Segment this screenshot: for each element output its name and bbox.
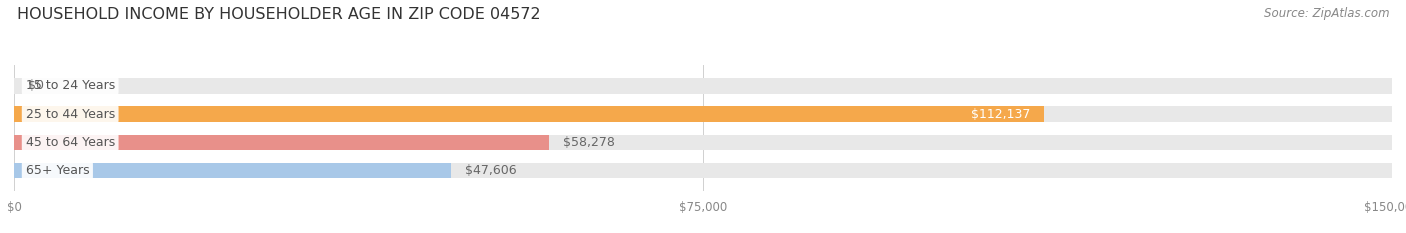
Bar — [14, 106, 1045, 122]
Text: $58,278: $58,278 — [564, 136, 614, 149]
Bar — [14, 163, 451, 178]
Bar — [14, 78, 1392, 93]
Text: $47,606: $47,606 — [465, 164, 517, 177]
Text: $0: $0 — [28, 79, 44, 92]
Bar — [14, 134, 550, 150]
Text: 25 to 44 Years: 25 to 44 Years — [25, 107, 115, 120]
Text: HOUSEHOLD INCOME BY HOUSEHOLDER AGE IN ZIP CODE 04572: HOUSEHOLD INCOME BY HOUSEHOLDER AGE IN Z… — [17, 7, 540, 22]
Text: $112,137: $112,137 — [972, 107, 1031, 120]
Text: 65+ Years: 65+ Years — [25, 164, 89, 177]
Bar — [14, 134, 1392, 150]
Text: Source: ZipAtlas.com: Source: ZipAtlas.com — [1264, 7, 1389, 20]
Bar — [14, 106, 1392, 122]
Text: 15 to 24 Years: 15 to 24 Years — [25, 79, 115, 92]
Text: 45 to 64 Years: 45 to 64 Years — [25, 136, 115, 149]
Bar — [14, 163, 1392, 178]
